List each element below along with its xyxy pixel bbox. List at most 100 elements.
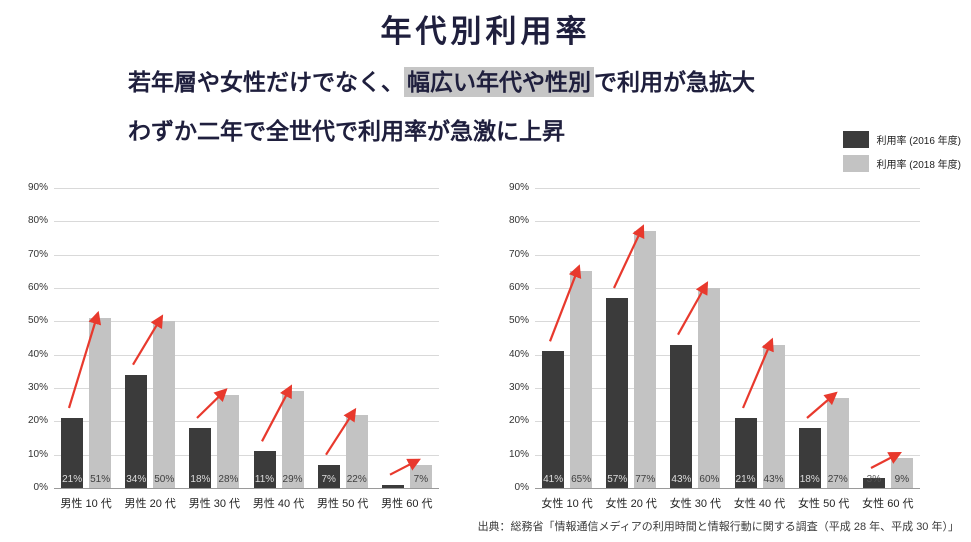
bar-2016: 18% [189, 428, 212, 488]
subtitle1-pre: 若年層や女性だけでなく、 [128, 69, 404, 95]
bar-2018: 50% [153, 321, 176, 488]
gridline [54, 188, 439, 189]
bar-2018: 28% [217, 394, 240, 488]
bar-2018: 27% [826, 398, 849, 488]
bar-value-label: 27% [827, 474, 848, 485]
subtitle1-highlight: 幅広い年代や性別 [404, 67, 594, 97]
gridline [54, 388, 439, 389]
x-axis-label: 男性 10 代 [60, 498, 112, 510]
bar-value-label: 18% [799, 474, 820, 485]
gridline [535, 421, 920, 423]
gridline [535, 488, 920, 489]
bar-value-label: 57% [607, 474, 628, 485]
bar-2016: 57% [606, 298, 629, 488]
bar-group: 7% 22% [315, 188, 371, 488]
bar-value-label: 28% [218, 474, 239, 485]
gridline [54, 321, 439, 323]
bar-2016: 3% [862, 474, 885, 488]
x-axis-label: 女性 60 代 [862, 498, 914, 510]
legend-label-2018: 利用率 (2018 年度) [876, 160, 961, 171]
gridline [535, 221, 920, 223]
x-axis-label: 男性 60 代 [381, 498, 433, 510]
bar-value-label: 41% [543, 474, 564, 485]
bar-value-label: 3% [866, 474, 882, 485]
subtitle1-post: で利用が急拡大 [594, 69, 755, 95]
y-tick-label: 40% [508, 348, 529, 360]
x-axis-labels-female: 女性 10 代女性 20 代女性 30 代女性 40 代女性 50 代女性 60… [535, 488, 920, 511]
bar-groups: 41% 65% 57% 77% 43% 60% 21% 43% 18% 27% 3% 9% [535, 188, 920, 488]
y-tick-label: 20% [27, 415, 48, 427]
bar-value-label: 51% [90, 474, 111, 485]
gridline [535, 188, 920, 189]
legend-swatch-2018-icon [842, 155, 869, 172]
bar-2018: 77% [634, 231, 657, 488]
gridline [54, 288, 439, 289]
source-citation: 出典：総務省「情報通信メディアの利用時間と情報行動に関する調査（平成 28 年、… [477, 521, 959, 533]
y-tick-label: 60% [27, 282, 48, 293]
legend-label-2016: 利用率 (2016 年度) [876, 136, 961, 147]
x-axis-label: 女性 30 代 [669, 498, 722, 510]
bar-2018: 7% [409, 464, 432, 488]
bar-group: 43% 60% [667, 188, 723, 488]
bar-value-label: 43% [763, 474, 784, 485]
y-tick-label: 30% [27, 382, 48, 393]
bar-groups: 21% 51% 34% 50% 18% 28% 11% 29% 7% 22% 7% [54, 188, 439, 488]
bar-value-label: 50% [154, 474, 175, 485]
bar-value-label: 77% [635, 474, 656, 485]
y-tick-label: 50% [27, 315, 48, 327]
bar-2018: 29% [281, 391, 304, 488]
subtitle-line1: 若年層や女性だけでなく、 幅広い年代や性別 で利用が急拡大 [128, 63, 971, 97]
x-axis-label: 男性 30 代 [188, 498, 241, 510]
y-tick-label: 10% [27, 448, 48, 460]
y-tick-label: 0% [514, 482, 529, 493]
chart-female: 90% 80% 70% 60% 50% 40% 30% 20% 10% 0% 41% 65% 57% 77… [495, 182, 920, 511]
x-axis-labels-male: 男性 10 代男性 20 代男性 30 代男性 40 代男性 50 代男性 60… [54, 488, 439, 511]
bar-2018: 43% [762, 344, 785, 488]
legend-item-2018: 利用率 (2018 年度) [842, 155, 961, 172]
bar-group: 11% 29% [251, 188, 307, 488]
gridline [535, 288, 920, 289]
bar-2016: 43% [670, 344, 693, 488]
bar-value-label: 43% [671, 474, 692, 485]
gridline [54, 221, 439, 223]
bar-value-label: 7% [321, 474, 336, 485]
bar-2016: 21% [734, 418, 757, 488]
chart-male: 90% 80% 70% 60% 50% 40% 30% 20% 10% 0% 21% 51% 34% 50… [14, 182, 439, 511]
bar-2018: 51% [89, 318, 112, 488]
bar-value-label: 29% [282, 474, 303, 485]
bar-2016: 7% [317, 464, 340, 488]
x-axis-label: 女性 40 代 [733, 498, 786, 510]
bar-group: 41% 65% [539, 188, 595, 488]
bar-2016: 18% [798, 428, 821, 488]
legend-item-2016: 利用率 (2016 年度) [842, 131, 961, 148]
x-axis-label: 女性 50 代 [798, 498, 850, 510]
bar-2018: 9% [890, 458, 913, 488]
subtitle-line2: わずか二年で全世代で利用率が急激に上昇 [128, 118, 565, 144]
bar-group: 34% 50% [122, 188, 178, 488]
bar-value-label: 34% [126, 474, 147, 485]
bar-group: 7% [379, 188, 435, 488]
bar-group: 57% 77% [603, 188, 659, 488]
y-tick-label: 70% [27, 248, 48, 260]
bar-group: 18% 27% [796, 188, 852, 488]
x-axis-label: 女性 10 代 [541, 498, 593, 510]
plot-area-female: 90% 80% 70% 60% 50% 40% 30% 20% 10% 0% 41% 65% 57% 77… [509, 182, 920, 493]
gridline [535, 254, 920, 256]
y-tick-label: 90% [508, 182, 529, 193]
y-tick-label: 30% [508, 382, 529, 393]
bar-value-label: 11% [254, 474, 275, 485]
x-axis-label: 男性 50 代 [317, 498, 369, 510]
gridline [54, 354, 439, 356]
y-tick-label: 0% [33, 482, 48, 493]
increase-arrow-icon [870, 451, 902, 469]
bar-2018: 65% [570, 271, 593, 488]
page-title: 年代別利用率 [380, 14, 591, 49]
plot-area-male: 90% 80% 70% 60% 50% 40% 30% 20% 10% 0% 21% 51% 34% 50… [28, 182, 439, 493]
x-axis-label: 女性 20 代 [605, 498, 657, 510]
y-tick-label: 70% [508, 248, 529, 260]
gridline [54, 254, 439, 256]
gridline [54, 488, 439, 489]
bar-value-label: 65% [571, 474, 592, 485]
bar-2016: 41% [542, 351, 565, 488]
